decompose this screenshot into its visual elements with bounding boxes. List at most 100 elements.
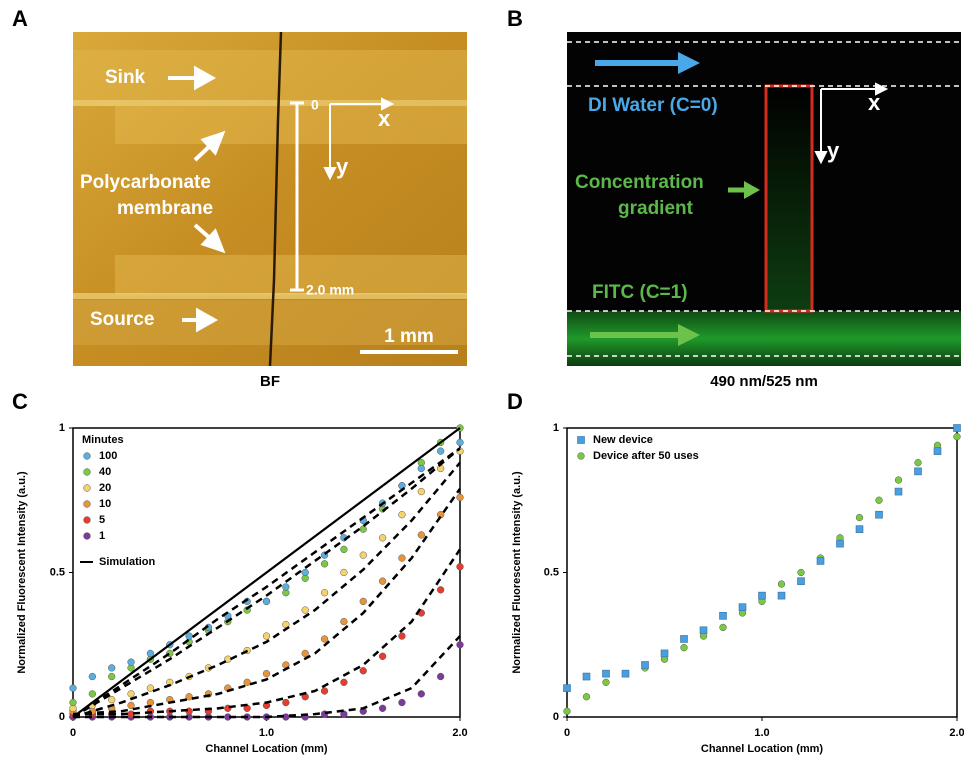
x-tick-label: 0 bbox=[70, 727, 76, 739]
annotation: 1 mm bbox=[384, 326, 434, 347]
panel-b-image bbox=[567, 32, 961, 366]
point bbox=[816, 557, 825, 565]
point bbox=[417, 531, 425, 539]
point bbox=[340, 710, 348, 718]
annotation: DI Water (C=0) bbox=[588, 95, 718, 116]
y-tick-label: 0 bbox=[59, 711, 65, 723]
annotation: 0 bbox=[311, 97, 319, 113]
x-tick-label: 1.0 bbox=[754, 727, 769, 739]
point bbox=[719, 612, 727, 620]
panel-letter: D bbox=[507, 389, 523, 414]
point bbox=[855, 513, 864, 522]
point bbox=[953, 433, 961, 441]
point bbox=[456, 438, 464, 447]
simulation-line bbox=[72, 447, 461, 719]
simulation-line bbox=[72, 427, 461, 718]
point bbox=[437, 464, 445, 473]
point bbox=[88, 672, 96, 681]
point bbox=[185, 632, 193, 640]
point bbox=[340, 545, 348, 554]
point bbox=[378, 577, 387, 585]
point bbox=[301, 568, 309, 577]
legend-marker bbox=[83, 468, 91, 476]
legend-label: 40 bbox=[99, 466, 111, 478]
point bbox=[875, 510, 883, 519]
caption: 490 nm/525 nm bbox=[710, 373, 818, 390]
point bbox=[417, 487, 425, 496]
annotation: x bbox=[378, 106, 391, 131]
point bbox=[953, 424, 961, 432]
x-tick-label: 1.0 bbox=[259, 727, 274, 739]
y-tick-label: 0 bbox=[553, 711, 559, 723]
x-tick-label: 2.0 bbox=[949, 727, 964, 739]
point bbox=[359, 667, 367, 675]
x-axis-label: Channel Location (mm) bbox=[205, 743, 328, 755]
point bbox=[641, 661, 649, 669]
point bbox=[933, 447, 942, 455]
point bbox=[127, 701, 135, 710]
point bbox=[699, 626, 708, 635]
point bbox=[456, 641, 464, 649]
point bbox=[320, 687, 329, 695]
point bbox=[738, 603, 747, 611]
point bbox=[282, 583, 290, 591]
simulation-line bbox=[73, 548, 462, 716]
point bbox=[914, 459, 922, 467]
point bbox=[563, 684, 571, 692]
point bbox=[680, 643, 688, 652]
legend-marker bbox=[577, 452, 585, 460]
point bbox=[301, 649, 309, 658]
point bbox=[660, 649, 669, 658]
point bbox=[456, 563, 464, 571]
point bbox=[108, 664, 116, 672]
point bbox=[437, 447, 445, 455]
point bbox=[359, 525, 367, 533]
point bbox=[777, 591, 786, 600]
x-tick-label: 0 bbox=[564, 727, 570, 739]
panel-letter: A bbox=[12, 6, 28, 31]
y-tick-label: 1 bbox=[553, 422, 559, 434]
point bbox=[378, 704, 387, 712]
legend-marker bbox=[83, 516, 91, 524]
point bbox=[378, 534, 387, 542]
caption: BF bbox=[260, 373, 280, 390]
simulation-line bbox=[72, 461, 461, 719]
point bbox=[797, 577, 805, 585]
simulation-line bbox=[72, 447, 461, 719]
point bbox=[777, 580, 786, 588]
point bbox=[797, 568, 805, 577]
point bbox=[108, 672, 116, 681]
legend-marker bbox=[83, 452, 91, 460]
point bbox=[340, 617, 348, 626]
point bbox=[582, 693, 591, 701]
point bbox=[301, 606, 309, 614]
point bbox=[108, 696, 116, 704]
annotation: Sink bbox=[105, 67, 146, 88]
point bbox=[320, 635, 329, 643]
point bbox=[282, 698, 290, 707]
panel-letter: C bbox=[12, 389, 28, 414]
point bbox=[602, 678, 610, 686]
panel-letter: B bbox=[507, 6, 523, 31]
point bbox=[146, 684, 155, 692]
legend-label: 20 bbox=[99, 482, 111, 494]
point bbox=[340, 678, 348, 686]
point bbox=[359, 597, 367, 606]
point bbox=[836, 539, 844, 548]
point bbox=[437, 672, 445, 681]
point bbox=[262, 632, 271, 640]
y-axis-label: Normalized Fluorescent Intensity (a.u.) bbox=[511, 471, 523, 674]
point bbox=[185, 693, 193, 701]
y-tick-label: 0.5 bbox=[50, 566, 65, 578]
legend-label: Device after 50 uses bbox=[593, 450, 699, 462]
point bbox=[456, 493, 464, 502]
point bbox=[621, 669, 630, 678]
point bbox=[320, 560, 329, 568]
x-tick-label: 2.0 bbox=[452, 727, 467, 739]
point bbox=[127, 690, 135, 698]
point bbox=[719, 623, 727, 632]
point bbox=[69, 684, 77, 692]
y-tick-label: 0.5 bbox=[544, 566, 559, 578]
